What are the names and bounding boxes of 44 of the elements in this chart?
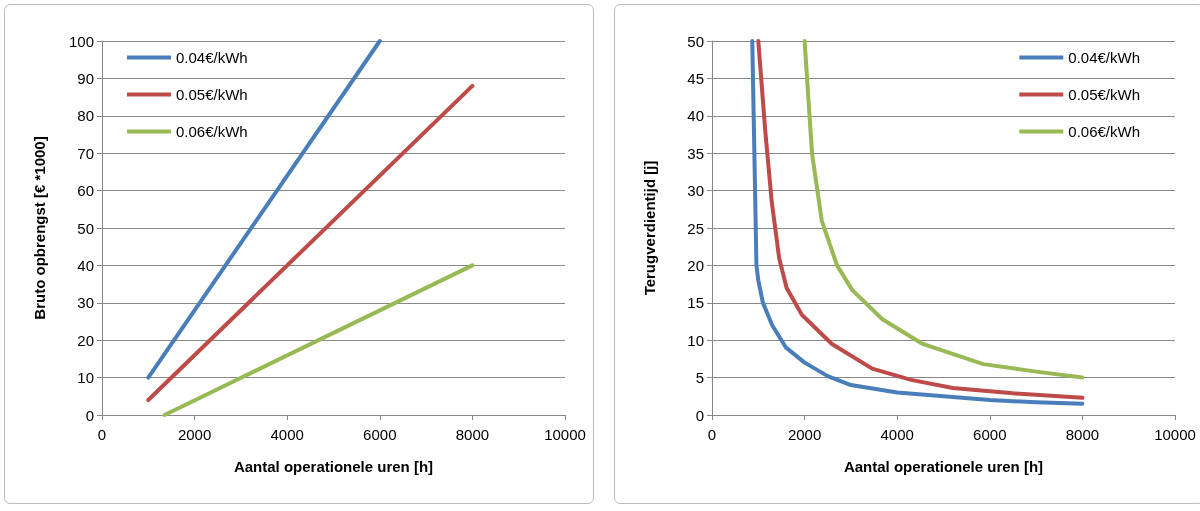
y-axis-title: Bruto opbrengst [€ *1000] [31,136,48,320]
y-tick-label: 20 [77,331,94,349]
y-tick-label: 0 [85,406,94,424]
x-axis-title: Aantal operationele uren [h] [843,458,1044,475]
x-tick-label: 4000 [880,426,914,443]
legend-label: 0.05€/kWh [1068,86,1141,103]
y-tick-label: 10 [77,369,94,387]
legend-label: 0.05€/kWh [176,86,248,103]
y-tick-label: 10 [687,331,704,349]
y-tick-label: 70 [77,144,94,162]
x-tick-label: 6000 [973,426,1007,443]
y-tick-label: 35 [687,144,704,162]
y-tick-label: 40 [77,256,94,274]
x-tick-label: 2000 [177,426,212,443]
y-tick-label: 50 [77,219,94,237]
x-axis-title: Aantal operationele uren [h] [233,458,434,475]
x-tick-label: 2000 [787,426,822,443]
y-tick-label: 100 [68,32,94,50]
y-tick-label: 30 [77,294,94,312]
x-tick-label: 4000 [270,426,304,443]
legend-label: 0.06€/kWh [1068,123,1141,140]
x-tick-label: 8000 [1065,426,1100,443]
y-tick-label: 80 [77,107,94,125]
y-tick-label: 90 [77,69,94,87]
x-tick-label: 6000 [363,426,397,443]
legend-label: 0.04€/kWh [176,49,248,66]
y-tick-label: 60 [77,182,94,200]
y-tick-label: 15 [687,294,704,312]
legend-label: 0.06€/kWh [176,123,248,140]
x-tick-label: 10000 [544,426,586,443]
y-tick-label: 20 [687,256,704,274]
y-tick-label: 50 [687,32,704,50]
y-axis-title: Terugverdientijd [j] [641,160,658,296]
y-tick-label: 25 [687,219,704,237]
x-tick-label: 10000 [1154,426,1196,443]
legend-label: 0.04€/kWh [1068,49,1141,66]
y-tick-label: 40 [687,107,704,125]
y-tick-label: 0 [695,406,704,424]
x-tick-label: 0 [97,426,107,443]
x-tick-label: 0 [707,426,717,443]
y-tick-label: 45 [687,69,704,87]
x-tick-label: 8000 [455,426,490,443]
y-tick-label: 5 [695,369,704,387]
y-tick-label: 30 [687,182,704,200]
